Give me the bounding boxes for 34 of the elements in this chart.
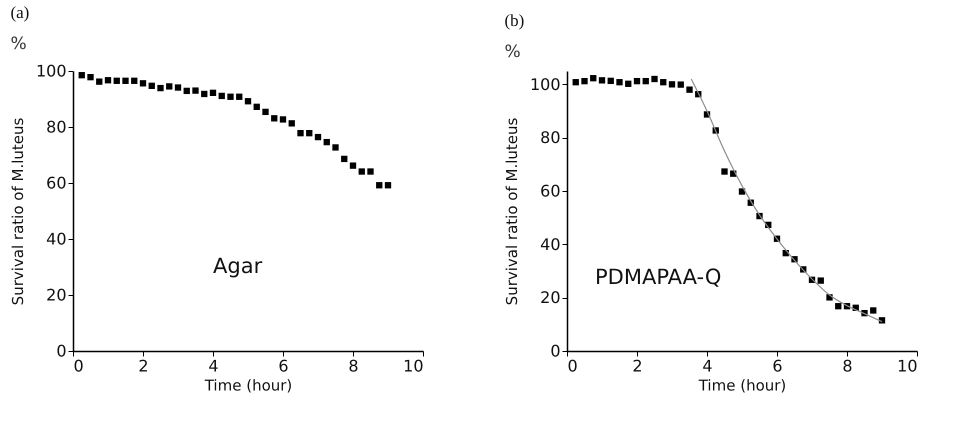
x-tick-label: 8: [348, 356, 359, 376]
y-axis-title: Survival ratio of M.luteus: [8, 117, 27, 306]
y-tick-label: 80: [540, 128, 560, 148]
x-tick-label: 2: [138, 356, 149, 376]
annotation: Agar: [213, 254, 263, 278]
annotation: PDMAPAA-Q: [595, 265, 722, 290]
y-tick-label: 40: [46, 230, 66, 248]
y-tick-label: 0: [56, 342, 66, 360]
y-tick-label: 40: [540, 234, 560, 254]
x-tick-label: 8: [842, 356, 853, 376]
x-tick-label: 10: [403, 356, 424, 376]
y-tick-label: 100: [530, 74, 560, 94]
x-axis-title: Time (hour): [204, 376, 292, 394]
y-tick-label: 60: [46, 174, 66, 192]
chart-title: (b): [504, 11, 524, 30]
y-tick-label: 20: [46, 286, 66, 304]
x-tick-label: 6: [772, 356, 783, 376]
chart-subtitle: %: [10, 34, 27, 54]
x-tick-label: 4: [208, 356, 219, 376]
x-tick-label: 2: [632, 356, 643, 376]
y-tick-label: 100: [36, 62, 66, 80]
chart-title: (a): [10, 3, 30, 22]
x-tick-label: 0: [568, 356, 578, 376]
x-axis-title: Time (hour): [698, 376, 786, 394]
x-tick-label: 0: [74, 356, 84, 376]
x-tick-label: 4: [702, 356, 713, 376]
y-tick-label: 80: [46, 118, 66, 136]
y-tick-label: 0: [550, 342, 560, 360]
chart-subtitle: %: [504, 42, 521, 62]
y-tick-label: 60: [540, 182, 560, 200]
x-tick-label: 6: [278, 356, 289, 376]
y-tick-label: 20: [540, 288, 560, 308]
y-axis-title: Survival ratio of M.luteus: [502, 117, 521, 306]
x-tick-label: 10: [897, 356, 918, 376]
